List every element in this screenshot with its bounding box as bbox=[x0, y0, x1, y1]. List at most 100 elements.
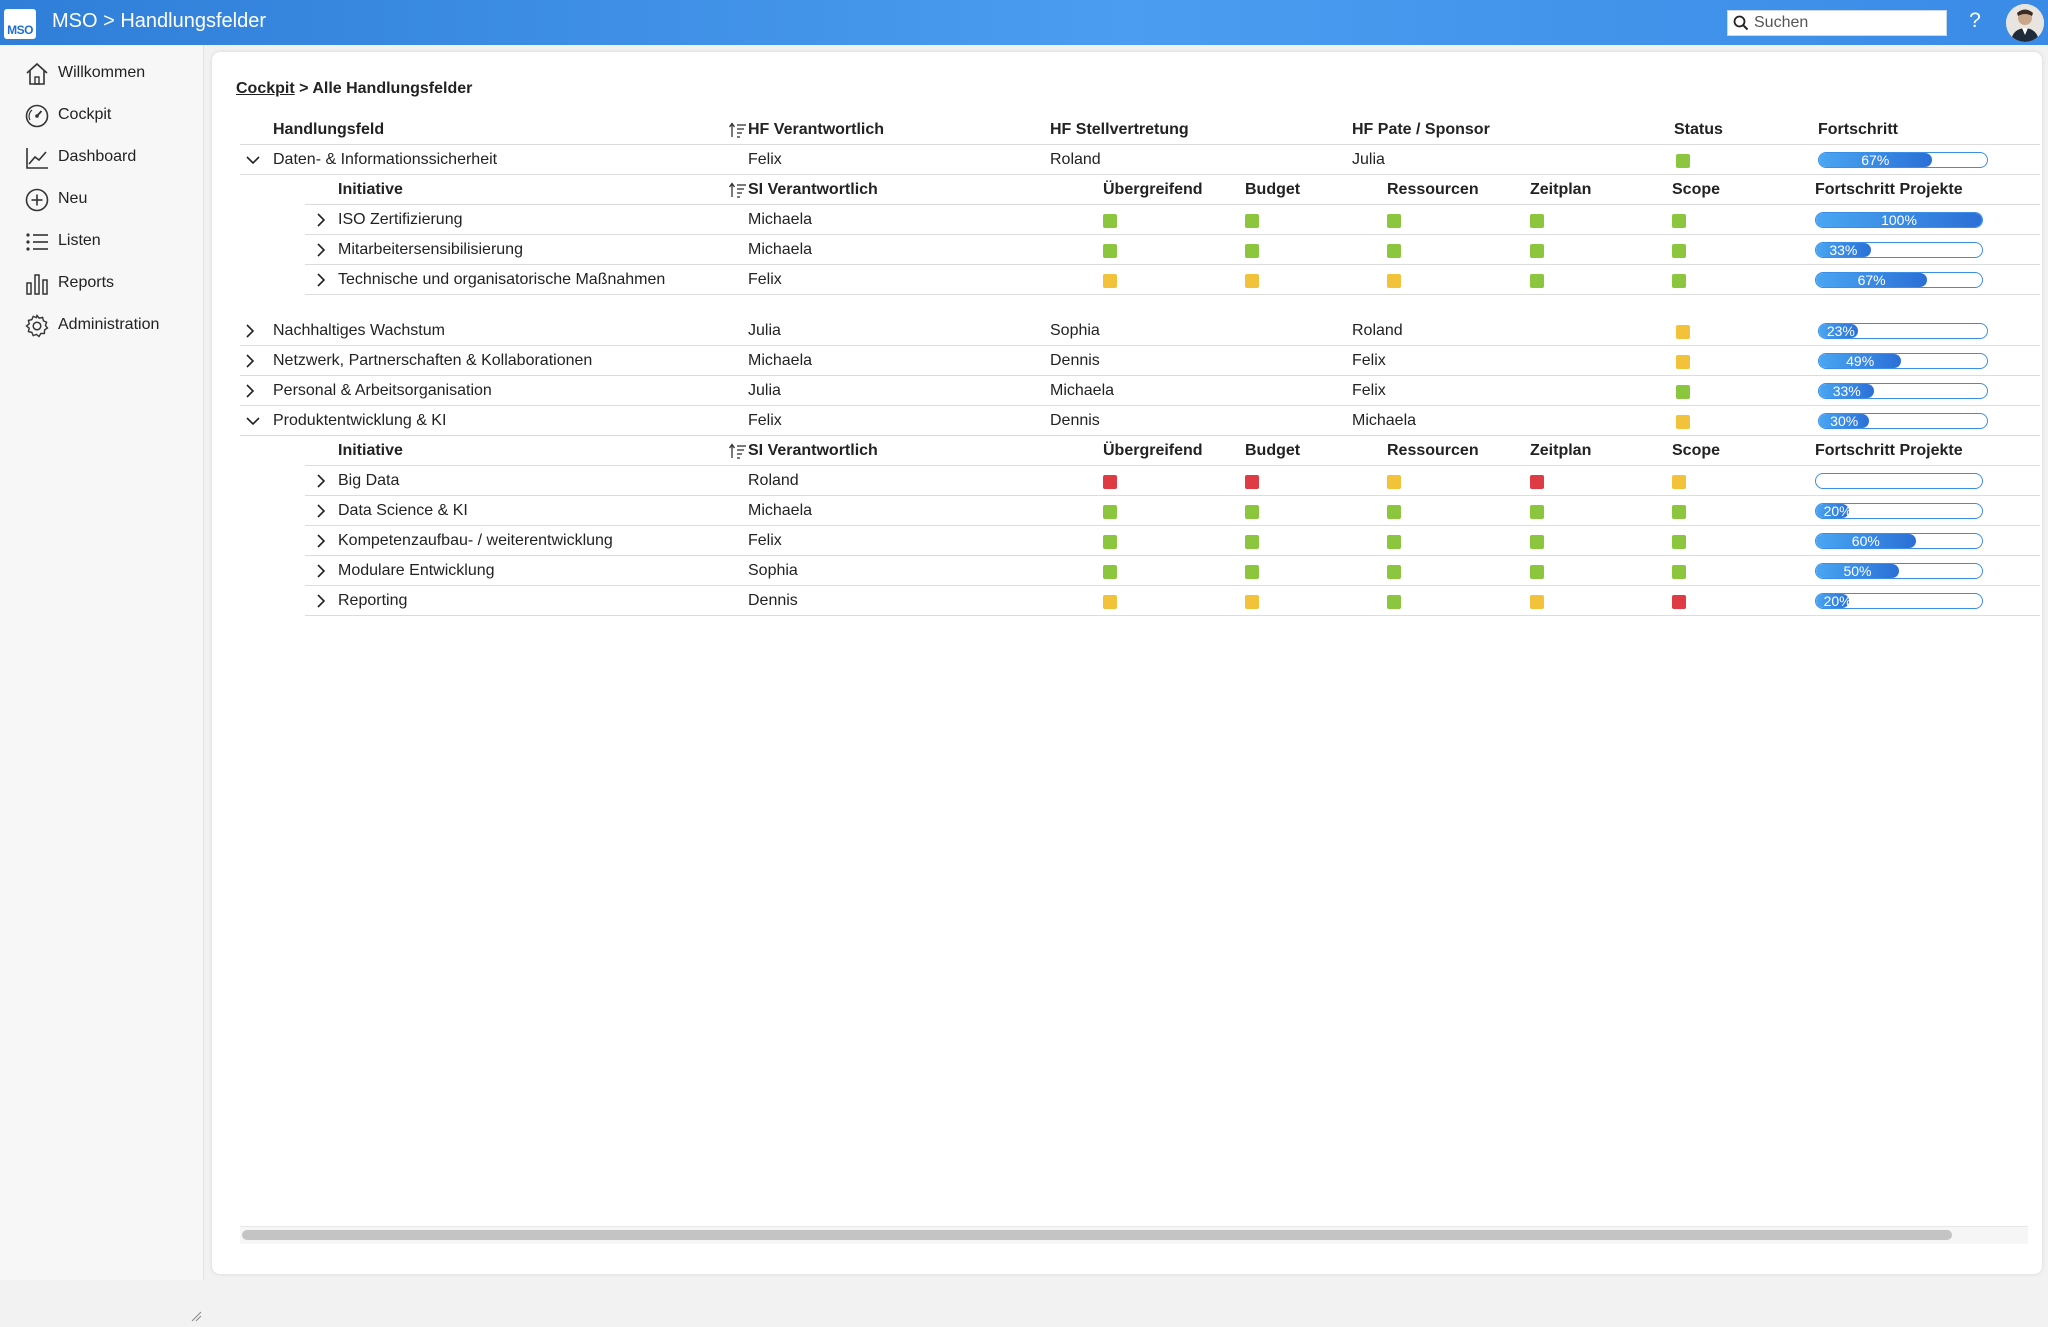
row-name: Netzwerk, Partnerschaften & Kollaboratio… bbox=[273, 352, 593, 369]
ressourcen-indicator bbox=[1387, 535, 1401, 549]
user-avatar[interactable] bbox=[2006, 4, 2044, 42]
chevron-right-icon[interactable] bbox=[312, 562, 330, 580]
app-title: MSO > Handlungsfelder bbox=[52, 10, 267, 32]
progress-bar bbox=[1815, 473, 1983, 489]
sub-table-row[interactable]: Technische und organisatorische Maßnahme… bbox=[305, 265, 2040, 295]
sub-table-row[interactable]: Modulare Entwicklung Sophia 50% bbox=[305, 556, 2040, 586]
sidebar-item-dashboard[interactable]: Dashboard bbox=[0, 139, 204, 175]
sub-row-verantwortlich: Sophia bbox=[748, 562, 798, 579]
col-si-verantwortlich[interactable]: SI Verantwortlich bbox=[748, 442, 878, 459]
col-uebergreifend[interactable]: Übergreifend bbox=[1103, 442, 1203, 459]
col-scope[interactable]: Scope bbox=[1672, 442, 1721, 459]
sub-row-verantwortlich: Felix bbox=[748, 532, 782, 549]
zeitplan-indicator bbox=[1530, 565, 1544, 579]
progress-label: 50% bbox=[1843, 563, 1872, 579]
horizontal-scrollbar-thumb[interactable] bbox=[242, 1230, 1952, 1240]
ressourcen-indicator bbox=[1387, 475, 1401, 489]
sidebar-item-administration[interactable]: Administration bbox=[0, 307, 204, 343]
scope-indicator bbox=[1672, 244, 1686, 258]
col-pate[interactable]: HF Pate / Sponsor bbox=[1352, 121, 1490, 138]
progress-label: 60% bbox=[1851, 533, 1880, 549]
chevron-right-icon[interactable] bbox=[241, 352, 259, 370]
table-row[interactable]: Nachhaltiges Wachstum Julia Sophia Rolan… bbox=[240, 316, 2040, 346]
chevron-right-icon[interactable] bbox=[312, 532, 330, 550]
progress-fill bbox=[1819, 384, 1875, 398]
sidebar-item-willkommen[interactable]: Willkommen bbox=[0, 55, 204, 91]
chevron-down-icon[interactable] bbox=[244, 412, 262, 430]
col-fortschritt-projekte[interactable]: Fortschritt Projekte bbox=[1815, 181, 1963, 198]
search-input[interactable] bbox=[1754, 12, 1939, 34]
col-scope[interactable]: Scope bbox=[1672, 181, 1721, 198]
col-budget[interactable]: Budget bbox=[1245, 181, 1301, 198]
sub-row-name: Reporting bbox=[338, 592, 408, 609]
chevron-right-icon[interactable] bbox=[312, 472, 330, 490]
sub-table-row[interactable]: Reporting Dennis 20% bbox=[305, 586, 2040, 616]
table-row[interactable]: Daten- & Informationssicherheit Felix Ro… bbox=[240, 145, 2040, 175]
progress-label: 49% bbox=[1846, 353, 1875, 369]
budget-indicator bbox=[1245, 505, 1259, 519]
chevron-right-icon[interactable] bbox=[312, 241, 330, 259]
sidebar-item-cockpit[interactable]: Cockpit bbox=[0, 97, 204, 133]
chevron-right-icon[interactable] bbox=[312, 271, 330, 289]
sidebar-item-label: Cockpit bbox=[58, 106, 112, 123]
chevron-right-icon[interactable] bbox=[241, 382, 259, 400]
breadcrumb-link-cockpit[interactable]: Cockpit bbox=[236, 80, 295, 97]
progress-label: 23% bbox=[1826, 323, 1855, 339]
sort-icon[interactable] bbox=[728, 442, 748, 460]
sidebar-item-reports[interactable]: Reports bbox=[0, 265, 204, 301]
col-ressourcen[interactable]: Ressourcen bbox=[1387, 181, 1479, 198]
sub-table-row[interactable]: Kompetenzaufbau- / weiterentwicklung Fel… bbox=[305, 526, 2040, 556]
col-initiative[interactable]: Initiative bbox=[338, 181, 403, 198]
col-status[interactable]: Status bbox=[1674, 121, 1723, 138]
app-header: MSO MSO > Handlungsfelder ? bbox=[0, 0, 2048, 45]
uebergreifend-indicator bbox=[1103, 565, 1117, 579]
chevron-right-icon[interactable] bbox=[312, 502, 330, 520]
sidebar-item-listen[interactable]: Listen bbox=[0, 223, 204, 259]
ressourcen-indicator bbox=[1387, 565, 1401, 579]
sub-table-row[interactable]: ISO Zertifizierung Michaela 100% bbox=[305, 205, 2040, 235]
chevron-right-icon[interactable] bbox=[312, 211, 330, 229]
scope-indicator bbox=[1672, 595, 1686, 609]
sub-table-row[interactable]: Data Science & KI Michaela 20% bbox=[305, 496, 2040, 526]
col-handlungsfeld[interactable]: Handlungsfeld bbox=[273, 121, 385, 138]
progress-label: 30% bbox=[1830, 413, 1859, 429]
app-logo[interactable]: MSO bbox=[4, 9, 36, 39]
row-pate: Felix bbox=[1352, 352, 1386, 369]
col-fortschritt[interactable]: Fortschritt bbox=[1818, 121, 1898, 138]
chevron-down-icon[interactable] bbox=[244, 151, 262, 169]
progress-fill bbox=[1819, 153, 1932, 167]
col-zeitplan[interactable]: Zeitplan bbox=[1530, 442, 1592, 459]
chevron-right-icon[interactable] bbox=[241, 322, 259, 340]
col-zeitplan[interactable]: Zeitplan bbox=[1530, 181, 1592, 198]
col-si-verantwortlich[interactable]: SI Verantwortlich bbox=[748, 181, 878, 198]
col-uebergreifend[interactable]: Übergreifend bbox=[1103, 181, 1203, 198]
col-initiative[interactable]: Initiative bbox=[338, 442, 403, 459]
sidebar-item-neu[interactable]: Neu bbox=[0, 181, 204, 217]
progress-bar: 67% bbox=[1815, 272, 1983, 288]
sort-icon[interactable] bbox=[728, 181, 748, 199]
search-icon[interactable] bbox=[1728, 11, 1754, 35]
col-stellvertretung[interactable]: HF Stellvertretung bbox=[1050, 121, 1189, 138]
row-verantwortlich: Felix bbox=[748, 412, 782, 429]
table-row[interactable]: Netzwerk, Partnerschaften & Kollaboratio… bbox=[240, 346, 2040, 376]
sub-table-row[interactable]: Mitarbeitersensibilisierung Michaela 33% bbox=[305, 235, 2040, 265]
row-pate: Michaela bbox=[1352, 412, 1417, 429]
progress-label: 67% bbox=[1857, 272, 1886, 288]
search-box[interactable] bbox=[1727, 10, 1947, 36]
table-row[interactable]: Produktentwicklung & KI Felix Dennis Mic… bbox=[240, 406, 2040, 436]
sort-icon[interactable] bbox=[728, 121, 748, 139]
sidebar-item-label: Administration bbox=[58, 316, 160, 333]
sub-row-verantwortlich: Felix bbox=[748, 271, 782, 288]
table-row[interactable]: Personal & Arbeitsorganisation Julia Mic… bbox=[240, 376, 2040, 406]
uebergreifend-indicator bbox=[1103, 274, 1117, 288]
progress-bar: 23% bbox=[1818, 323, 1988, 339]
col-verantwortlich[interactable]: HF Verantwortlich bbox=[748, 121, 885, 138]
uebergreifend-indicator bbox=[1103, 244, 1117, 258]
sub-table-row[interactable]: Big Data Roland bbox=[305, 466, 2040, 496]
chevron-right-icon[interactable] bbox=[312, 592, 330, 610]
col-budget[interactable]: Budget bbox=[1245, 442, 1301, 459]
resize-handle-icon[interactable] bbox=[190, 1309, 202, 1322]
col-fortschritt-projekte[interactable]: Fortschritt Projekte bbox=[1815, 442, 1963, 459]
help-icon[interactable]: ? bbox=[1969, 9, 1981, 32]
col-ressourcen[interactable]: Ressourcen bbox=[1387, 442, 1479, 459]
